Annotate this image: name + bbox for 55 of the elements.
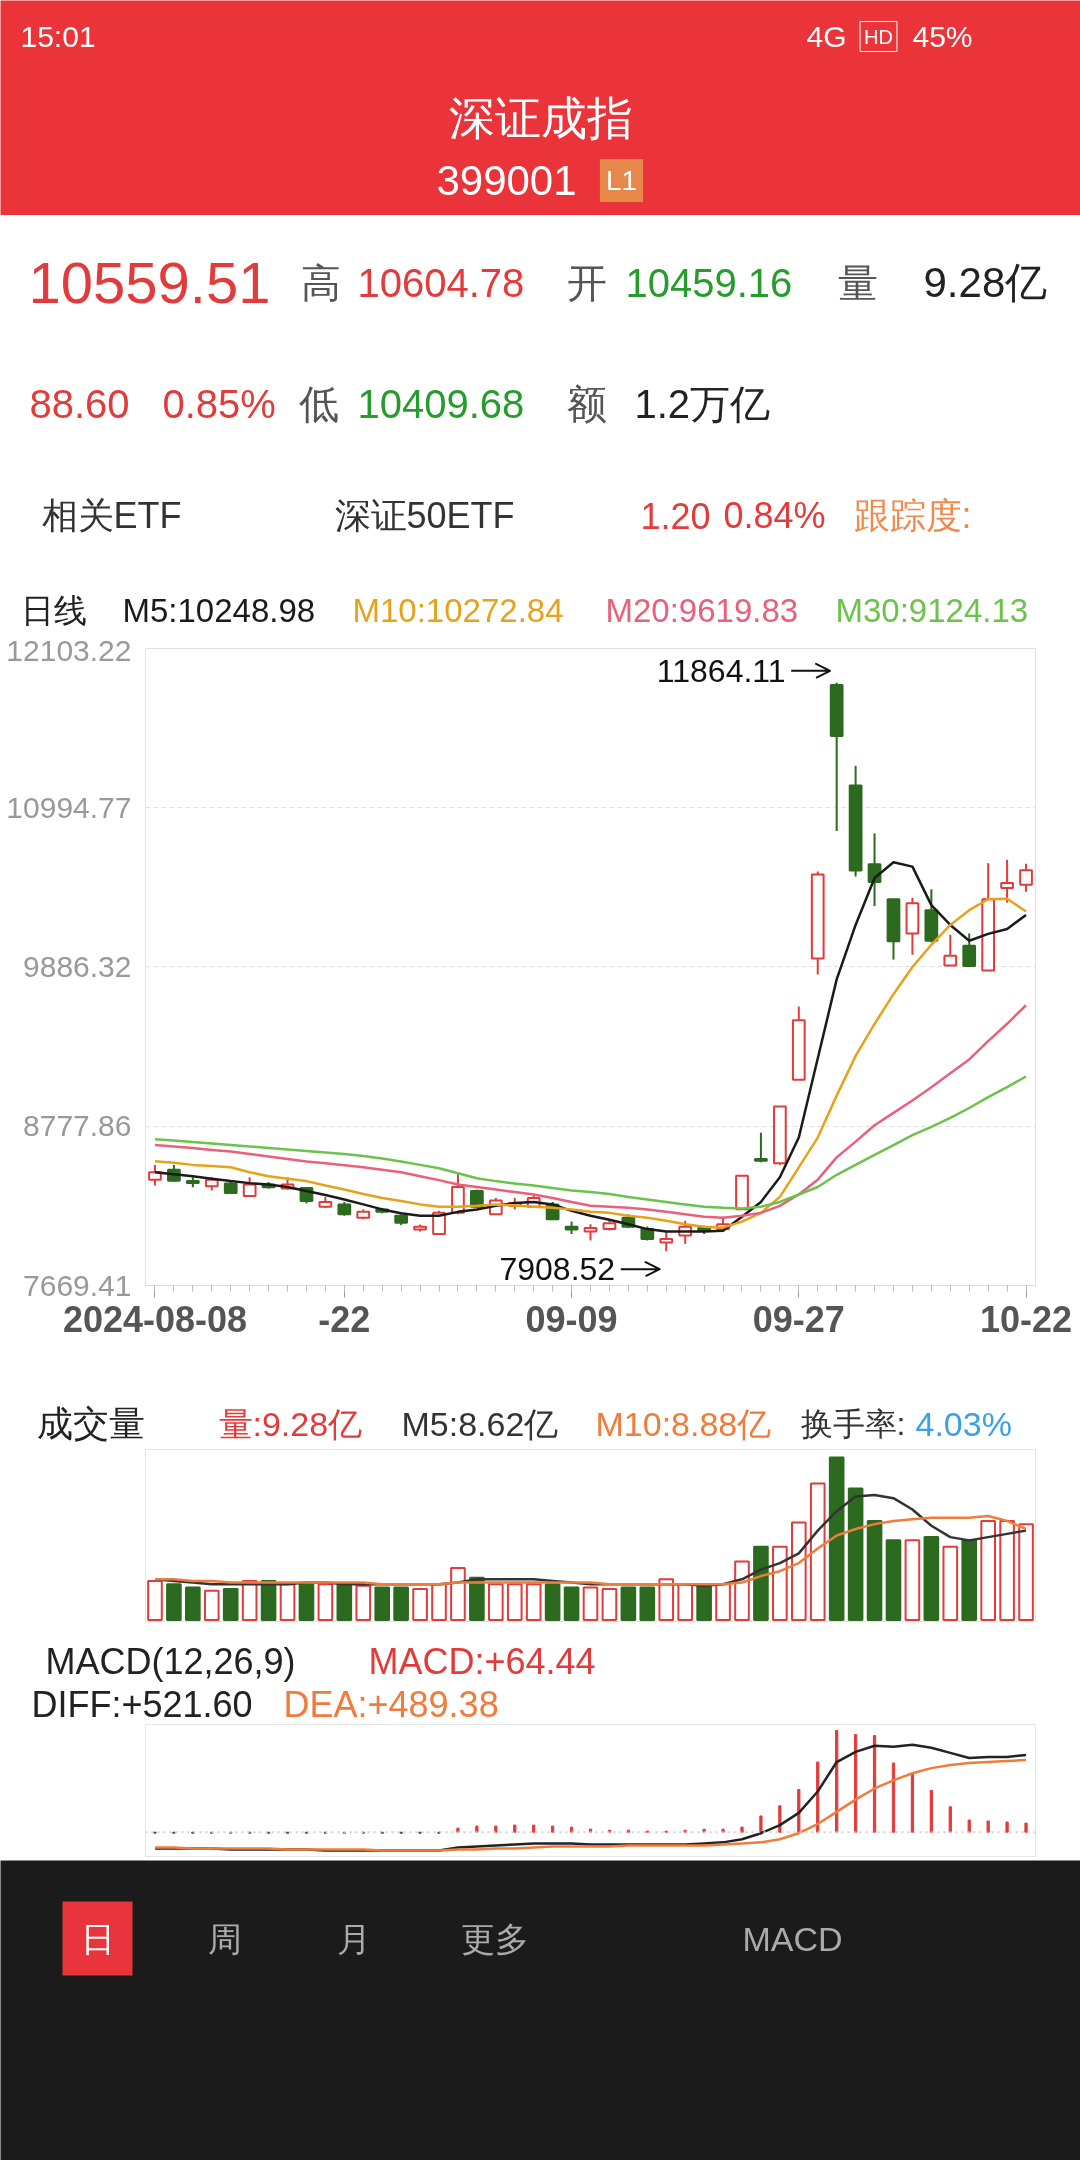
text: 更多 <box>460 1919 529 1958</box>
text: 深证50ETF <box>334 495 515 536</box>
text: 1.2万亿 <box>634 381 771 426</box>
text: 开 <box>566 260 607 305</box>
text: M5:8.62亿 <box>401 1404 559 1443</box>
text: 低 <box>298 381 339 426</box>
x-tick-label: 09-27 <box>752 1298 845 1340</box>
text: 日 <box>80 1919 115 1958</box>
y-tick-label: 9886.32 <box>23 950 132 983</box>
text: MACD <box>742 1919 843 1958</box>
text: 9.28亿 <box>923 259 1048 306</box>
text: 相关ETF <box>41 495 182 536</box>
text: DEA:+489.38 <box>283 1684 499 1725</box>
text: L1 <box>605 165 638 196</box>
text: 88.60 <box>29 381 130 426</box>
text: 量:9.28亿 <box>218 1404 363 1443</box>
y-tick-label: 12103.22 <box>6 633 132 667</box>
chart-title: MACD(12,26,9) <box>45 1641 296 1682</box>
text: 10559.51 <box>28 249 271 315</box>
text: M20:9619.83 <box>605 592 799 629</box>
text: 15:01 <box>20 20 96 53</box>
y-tick-label: 10994.77 <box>6 790 132 824</box>
annotation: 11864.11 <box>656 652 786 689</box>
chart-title: 成交量 <box>36 1403 145 1444</box>
text: 额 <box>566 381 607 426</box>
text: 10604.78 <box>357 260 525 305</box>
text: M10:8.88亿 <box>595 1404 772 1443</box>
text: DIFF:+521.60 <box>31 1684 253 1725</box>
text: 跟踪度: <box>853 495 972 536</box>
text: 量 <box>837 260 878 305</box>
text: M10:10272.84 <box>352 592 564 629</box>
text: 4G <box>806 20 847 53</box>
text: MACD:+64.44 <box>368 1641 596 1682</box>
text: 0.84% <box>723 495 826 536</box>
x-tick-label: -22 <box>318 1298 371 1340</box>
text: HD <box>864 25 893 48</box>
text: 4.03% <box>915 1404 1012 1443</box>
text: 10409.68 <box>357 381 525 426</box>
text: 1.20 <box>640 495 711 537</box>
chart-title: 日线 <box>20 592 87 629</box>
text: 399001 <box>436 157 577 204</box>
text: 10459.16 <box>625 260 793 305</box>
text: 月 <box>336 1919 371 1958</box>
y-tick-label: 8777.86 <box>23 1109 132 1143</box>
text: M30:9124.13 <box>835 592 1029 629</box>
x-tick-label: 09-09 <box>525 1298 618 1340</box>
text: 高 <box>300 260 341 305</box>
text: 周 <box>207 1919 242 1958</box>
text: 深证成指 <box>448 91 633 144</box>
text: 换手率: <box>800 1405 906 1442</box>
x-tick-label: 10-22 <box>979 1298 1073 1340</box>
annotation: 7908.52 <box>499 1251 616 1288</box>
text: M5:10248.98 <box>122 592 316 629</box>
text: 0.85% <box>162 381 276 426</box>
text: 45% <box>912 20 973 53</box>
